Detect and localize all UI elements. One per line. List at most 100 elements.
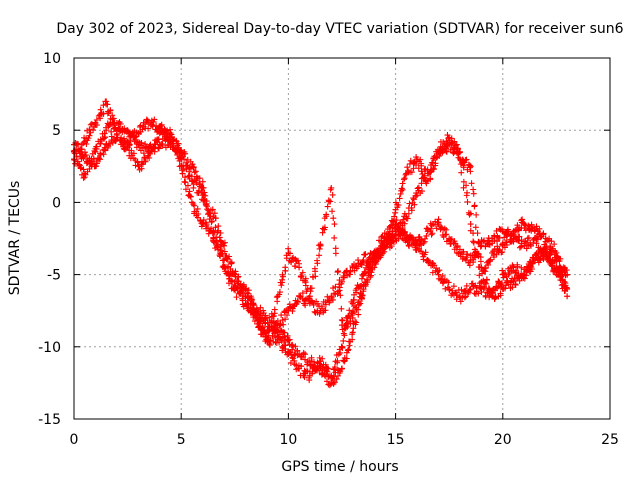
data-point: [435, 271, 442, 278]
data-point-interp: [296, 292, 303, 299]
data-point-interp: [292, 263, 299, 270]
data-point: [360, 257, 367, 264]
data-point-interp: [502, 282, 509, 289]
data-point-interp: [149, 123, 156, 130]
data-point: [414, 192, 421, 199]
data-point-interp: [467, 210, 474, 217]
y-tick-label: -10: [38, 340, 61, 356]
data-point-interp: [340, 273, 347, 280]
data-point-interp: [339, 344, 346, 351]
x-tick-labels: 0 5 10 15 20 25: [70, 432, 619, 448]
data-point-interp: [466, 286, 473, 293]
data-point-interp: [549, 260, 556, 267]
data-point-interp: [93, 143, 100, 150]
data-point-interp: [418, 188, 425, 195]
data-point-interp: [338, 305, 345, 312]
data-point-interp: [285, 245, 292, 252]
data-point-interp: [281, 329, 288, 336]
data-point-interp: [306, 377, 313, 384]
data-point-interp: [181, 156, 188, 163]
data-point-interp: [223, 256, 230, 263]
data-point-interp: [259, 324, 266, 331]
data-point-interp: [252, 309, 259, 316]
data-point-interp: [417, 156, 424, 163]
data-point-interp: [257, 304, 264, 311]
y-tick-label: 10: [43, 51, 61, 67]
data-point-interp: [395, 202, 402, 209]
data-point-interp: [97, 151, 104, 158]
data-point-interp: [142, 158, 149, 165]
data-point-interp: [179, 170, 186, 177]
data-point-interp: [443, 143, 450, 150]
data-point-interp: [450, 283, 457, 290]
data-point-interp: [353, 319, 360, 326]
data-point: [221, 264, 228, 271]
data-point-interp: [282, 264, 289, 271]
data-point-interp: [355, 306, 362, 313]
data-point-interp: [396, 195, 403, 202]
data-point-interp: [208, 219, 215, 226]
data-point-interp: [324, 203, 331, 210]
data-point-interp: [298, 273, 305, 280]
data-point-interp: [274, 298, 281, 305]
data-point-interp: [522, 238, 529, 245]
y-tick-label: 0: [52, 195, 61, 211]
data-point-interp: [418, 242, 425, 249]
data-point-interp: [182, 174, 189, 181]
data-point-interp: [529, 260, 536, 267]
data-point-interp: [527, 268, 534, 275]
data-point-interp: [170, 144, 177, 151]
data-point-interp: [303, 368, 310, 375]
data-point-interp: [93, 116, 100, 123]
data-point-interp: [145, 125, 152, 132]
axis-ticks: [73, 57, 611, 420]
data-point-interp: [405, 210, 412, 217]
x-tick-label: 15: [387, 432, 405, 448]
data-point-interp: [528, 264, 535, 271]
data-point-interp: [312, 268, 319, 275]
data-point-interp: [294, 347, 301, 354]
data-point-interp: [108, 128, 115, 135]
data-point-interp: [123, 138, 130, 145]
data-point-interp: [426, 259, 433, 266]
data-point-interp: [187, 193, 194, 200]
data-point-interp: [332, 250, 339, 257]
data-point-interp: [473, 211, 480, 218]
data-point-interp: [292, 343, 299, 350]
data-point: [446, 235, 453, 242]
data-point-interp: [322, 301, 329, 308]
data-point-interp: [347, 268, 354, 275]
data-point-interp: [422, 167, 429, 174]
data-point-interp: [556, 258, 563, 265]
series-trace-a: [71, 98, 571, 340]
data-point-interp: [289, 255, 296, 262]
data-point-interp: [217, 237, 224, 244]
data-point-interp: [301, 356, 308, 363]
y-tick-label: 5: [52, 123, 61, 139]
data-point-interp: [211, 229, 218, 236]
data-point-interp: [453, 244, 460, 251]
data-point-interp: [491, 254, 498, 261]
data-point-interp: [556, 264, 563, 271]
data-point-interp: [244, 303, 251, 310]
data-point-interp: [538, 251, 545, 258]
data-point: [467, 221, 474, 228]
data-point-interp: [402, 171, 409, 178]
data-point-interp: [112, 138, 119, 145]
data-point: [274, 336, 281, 343]
data-point-interp: [191, 202, 198, 209]
data-point-interp: [358, 261, 365, 268]
data-point-interp: [182, 179, 189, 186]
data-point: [263, 336, 270, 343]
data-point-interp: [311, 308, 318, 315]
data-point: [381, 242, 388, 249]
data-point-interp: [347, 318, 354, 325]
data-point-interp: [358, 275, 365, 282]
data-point-interp: [345, 346, 352, 353]
data-point-interp: [483, 276, 490, 283]
data-point-interp: [151, 116, 158, 123]
data-point-interp: [322, 361, 329, 368]
data-point-interp: [272, 322, 279, 329]
data-point-interp: [250, 314, 257, 321]
data-point-interp: [329, 296, 336, 303]
